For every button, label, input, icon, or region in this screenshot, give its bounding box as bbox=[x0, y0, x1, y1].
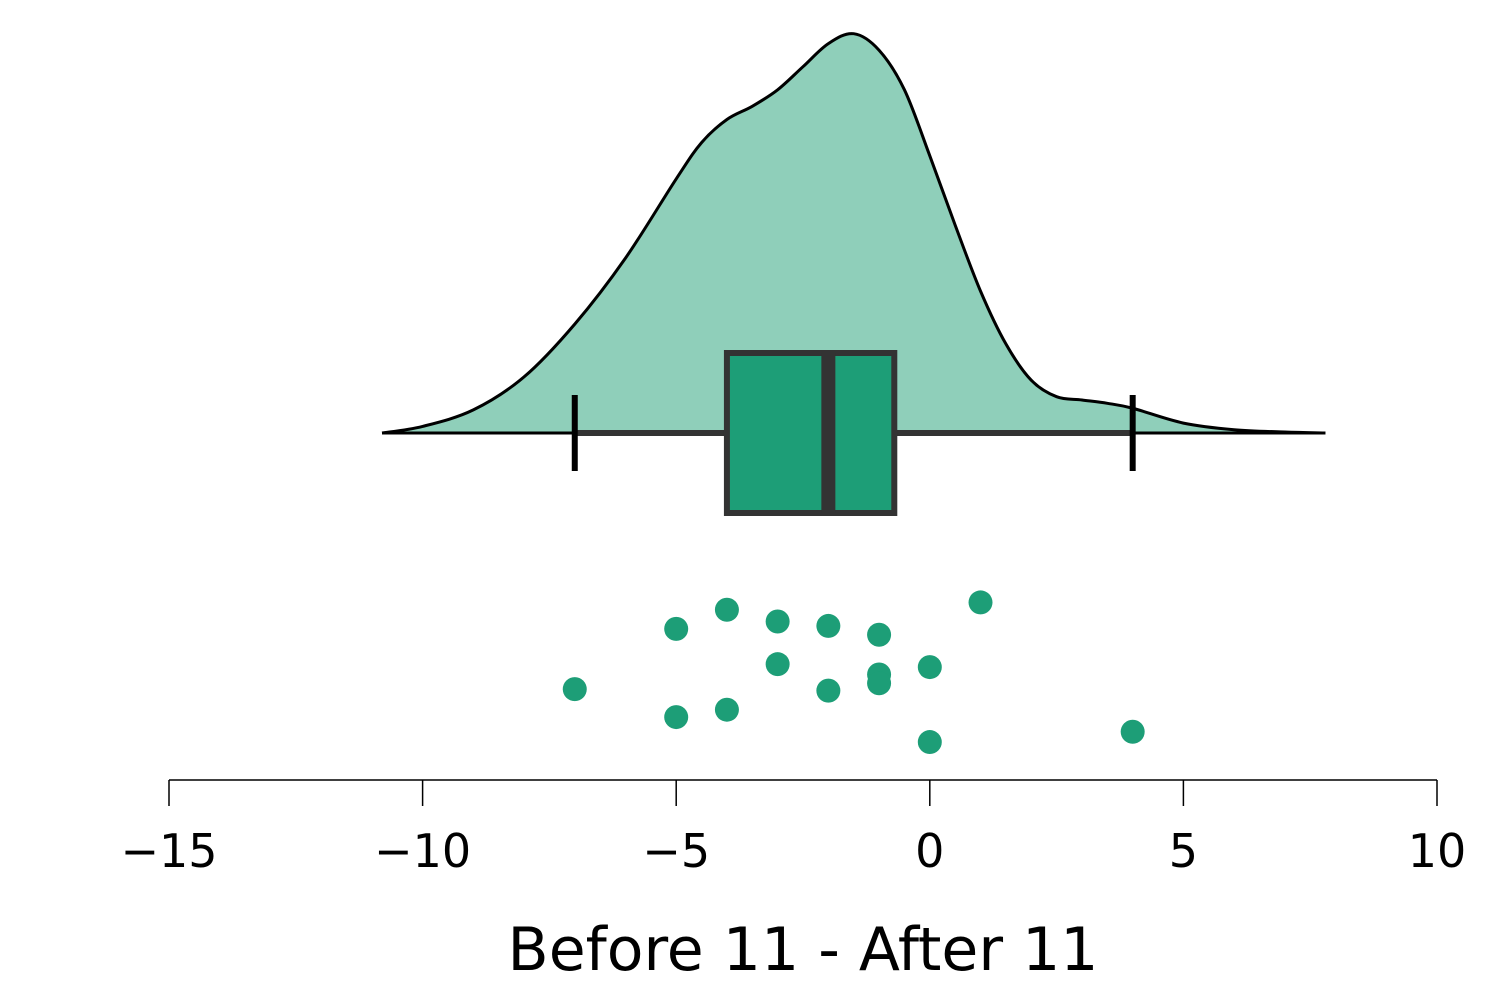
x-axis: −15 −10 −5 0 5 10 bbox=[120, 779, 1467, 878]
data-point bbox=[1120, 719, 1145, 744]
data-point bbox=[664, 705, 689, 730]
x-tick-label: 5 bbox=[1169, 824, 1198, 878]
data-point bbox=[562, 677, 587, 702]
boxplot bbox=[571, 350, 1136, 516]
data-point bbox=[714, 597, 739, 622]
data-point bbox=[714, 697, 739, 722]
x-tick-label: −10 bbox=[374, 824, 471, 878]
data-point bbox=[917, 655, 942, 680]
x-tick-label: −5 bbox=[642, 824, 710, 878]
data-point bbox=[968, 590, 993, 615]
data-point bbox=[664, 616, 689, 641]
box-iqr bbox=[723, 350, 898, 516]
x-tick-label: 0 bbox=[915, 824, 944, 878]
x-tick-label: −15 bbox=[120, 824, 217, 878]
data-point bbox=[816, 613, 841, 638]
x-axis-title: Before 11 - After 11 bbox=[508, 915, 1099, 985]
data-point bbox=[867, 622, 892, 647]
data-point bbox=[867, 671, 892, 696]
density-outline bbox=[381, 32, 1326, 435]
density-area bbox=[382, 33, 1326, 434]
data-point bbox=[917, 730, 942, 755]
data-point bbox=[816, 678, 841, 703]
data-point bbox=[765, 652, 790, 677]
data-points bbox=[562, 590, 1145, 755]
x-tick-label: 10 bbox=[1408, 824, 1467, 878]
data-point bbox=[765, 609, 790, 634]
